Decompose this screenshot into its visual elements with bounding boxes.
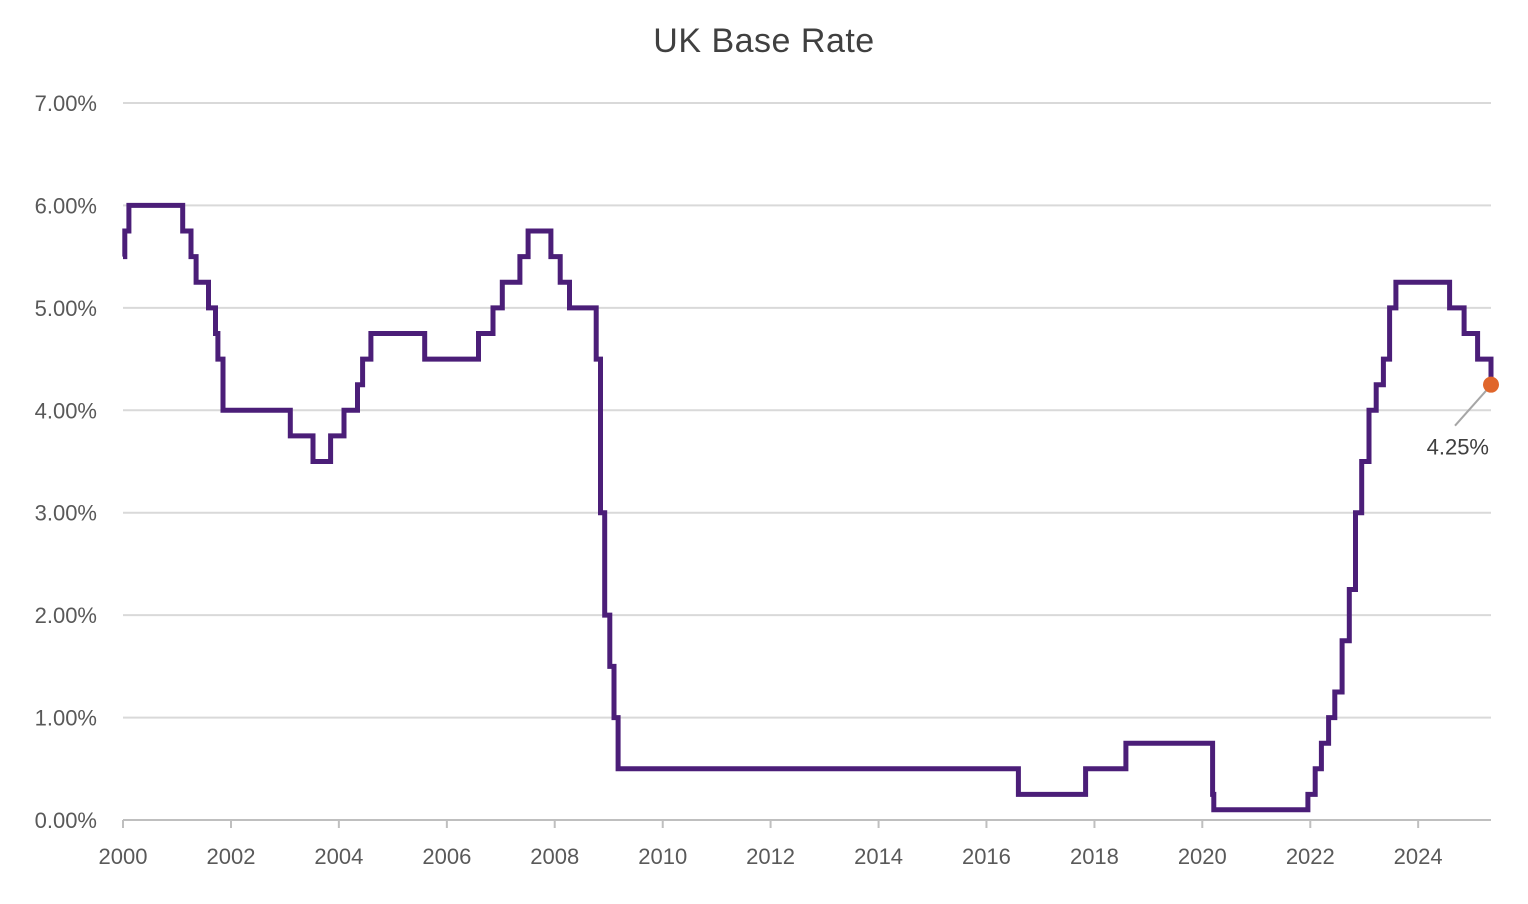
x-tick-label: 2004 (314, 844, 363, 869)
y-axis-labels: 0.00% 1.00% 2.00% 3.00% 4.00% 5.00% 6.00% 7.00% (35, 91, 97, 833)
last-value-marker (1483, 376, 1499, 393)
y-tick-label: 3.00% (35, 501, 97, 526)
series-line-base-rate (122, 202, 1494, 813)
y-tick-label: 2.00% (35, 603, 97, 628)
y-tick-label: 6.00% (35, 193, 97, 218)
y-tick-label: 0.00% (35, 808, 97, 833)
x-tick-label: 2016 (962, 844, 1011, 869)
x-tick-label: 2008 (530, 844, 579, 869)
x-tick-label: 2014 (854, 844, 903, 869)
callout-leader-line (1454, 389, 1488, 427)
x-tick-label: 2024 (1394, 844, 1443, 869)
x-axis-labels: 2000 2002 2004 2006 2008 2010 2012 2014 2016 2018… (99, 844, 1443, 869)
y-tick-label: 1.00% (35, 706, 97, 731)
x-tick-label: 2002 (207, 844, 256, 869)
y-tick-label: 5.00% (35, 296, 97, 321)
x-tick-label: 2006 (422, 844, 471, 869)
x-tick-label: 2000 (99, 844, 148, 869)
x-tick-label: 2022 (1286, 844, 1335, 869)
x-tick-label: 2012 (746, 844, 795, 869)
x-tick-label: 2020 (1178, 844, 1227, 869)
series-group (122, 202, 1494, 813)
y-tick-label: 4.00% (35, 398, 97, 423)
x-axis (122, 819, 1491, 828)
data-label: 4.25% (1427, 435, 1489, 460)
y-tick-label: 7.00% (35, 91, 97, 116)
chart-title: UK Base Rate (653, 22, 875, 60)
x-tick-label: 2018 (1070, 844, 1119, 869)
x-tick-label: 2010 (638, 844, 687, 869)
annotation-group: 4.25% (1427, 376, 1499, 460)
